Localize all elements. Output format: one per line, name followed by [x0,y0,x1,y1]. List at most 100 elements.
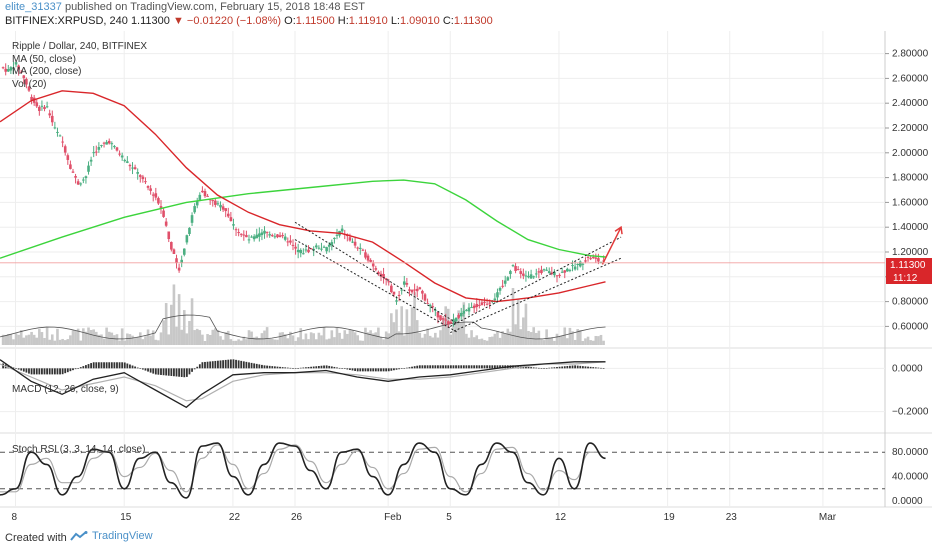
macd-histogram-bar [41,368,43,375]
tradingview-brand[interactable]: TradingView [70,530,153,542]
chart-frame[interactable]: 8152226Feb5121923Mar0.600000.800001.0000… [0,31,932,524]
stoch-k-line [0,442,606,499]
macd-histogram-bar [297,368,300,369]
candle-body [128,165,132,167]
macd-histogram-bar [400,368,403,369]
volume-bar [50,334,54,345]
volume-bar [330,330,334,345]
macd-histogram-bar [589,366,592,369]
volume-bar [402,335,406,345]
candle-body [444,319,447,321]
candle-body [351,241,354,243]
candle-body [584,260,587,262]
macd-histogram-bar [537,367,540,369]
candle-body [71,171,75,173]
candle-body [113,146,116,148]
x-tick-label: 5 [446,512,452,523]
volume-bar [509,331,512,345]
volume-bar [74,330,77,345]
candle-body [105,141,108,145]
volume-bar [234,340,238,345]
volume-bar [413,292,416,345]
volume-bar [465,333,468,345]
chart-header: elite_31337 published on TradingView.com… [0,0,932,30]
candle-body [170,242,173,250]
candle-body [14,62,18,65]
volume-bar [159,332,163,345]
macd-histogram-bar [447,365,450,369]
macd-histogram-bar [245,361,248,369]
macd-histogram-bar [30,368,33,375]
candle-body [532,276,535,278]
volume-bar [392,322,396,345]
macd-histogram-bar [116,362,118,369]
macd-histogram-bar [105,362,108,369]
candle-body [408,289,411,291]
macd-histogram-bar [351,368,354,371]
candle-body [462,310,466,314]
macd-histogram-bar [289,367,292,369]
volume-bar [346,333,349,345]
candle-body [76,181,80,185]
candle-body [35,102,39,107]
volume-bar [291,335,295,345]
macd-histogram-bar [294,368,297,369]
macd-histogram-bar [561,366,564,369]
candle-body [281,235,284,237]
footer: Created with TradingView [0,526,932,550]
macd-histogram-bar [69,368,72,372]
volume-bar [545,329,548,345]
candle-body [110,143,114,145]
macd-histogram-bar [302,367,305,369]
candle-body [190,215,194,223]
author-link[interactable]: elite_31337 [5,1,62,13]
macd-histogram-bar [206,361,209,369]
publish-text: published on TradingView.com, February 1… [61,1,365,13]
volume-bar [302,339,305,345]
main-legend-title: Ripple / Dollar, 240, BITFINEX [12,41,147,52]
candle-body [154,193,158,198]
macd-histogram-bar [253,363,256,369]
volume-bar [547,337,551,345]
macd-histogram-bar [470,365,473,369]
macd-histogram-bar [349,368,351,370]
volume-bar [265,327,269,345]
macd-histogram-bar [95,362,98,369]
macd-histogram-bar [354,368,357,371]
volume-bar [149,335,152,345]
macd-histogram-bar [193,368,196,370]
macd-histogram-bar [408,367,411,369]
candle-body [384,278,388,280]
candle-body [314,245,318,248]
volume-bar [4,335,7,345]
macd-histogram-bar [113,362,116,369]
volume-bar [22,337,26,345]
candle-body [493,298,497,301]
volume-bar [167,334,171,345]
macd-line [0,359,606,409]
candle-body [449,321,453,324]
candle-body [45,106,49,108]
macd-histogram-bar [478,365,481,369]
macd-histogram-bar [548,367,551,369]
candle-body [291,244,295,246]
macd-histogram-bar [468,365,470,369]
candle-body [144,181,147,183]
candle-body [270,235,274,237]
volume-bar [449,334,453,345]
candle-body [397,294,401,297]
candle-body [498,287,502,291]
volume-bar [27,334,31,345]
candle-body [573,266,577,270]
macd-histogram-bar [530,367,533,369]
macd-histogram-bar [405,367,408,369]
volume-bar [434,332,437,345]
created-with-text: Created with [5,532,67,544]
macd-histogram-bar [154,368,157,375]
macd-histogram-bar [85,365,87,369]
tradingview-logo-icon [70,531,88,541]
macd-histogram-bar [175,368,178,377]
candle-body [591,257,595,259]
chart-svg[interactable]: 8152226Feb5121923Mar0.600000.800001.0000… [0,31,932,524]
close-value: 1.11300 [453,15,493,27]
